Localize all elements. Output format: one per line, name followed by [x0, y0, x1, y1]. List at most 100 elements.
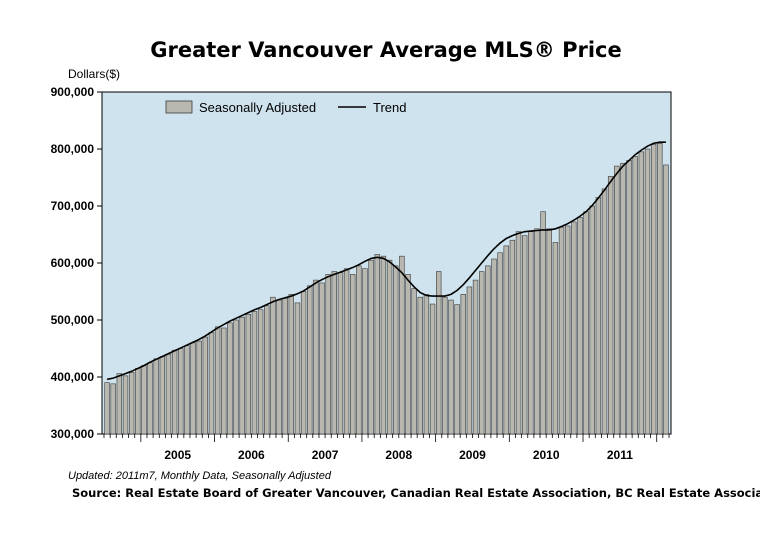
bar-month-75 — [564, 225, 571, 435]
bar-month-67 — [515, 231, 522, 435]
bar-month-8 — [153, 358, 159, 435]
bar-month-36 — [325, 274, 331, 435]
bar-month-55 — [442, 296, 448, 435]
y-tick-label: 800,000 — [51, 142, 95, 156]
x-axis: 2005 2006 2007 2008 2009 2010 2011 — [103, 434, 670, 462]
y-tick-label: 900,000 — [51, 85, 95, 99]
y-axis: 300,000 400,000 500,000 600,000 700,000 800,0… — [51, 85, 102, 441]
bar-month-59 — [466, 286, 473, 435]
bar-month-39 — [343, 268, 350, 435]
bar-month-91 — [663, 164, 669, 435]
bar-month-56 — [448, 299, 454, 435]
bar-month-57 — [454, 304, 460, 435]
legend-label-trend: Trend — [373, 100, 406, 115]
bar-month-44 — [374, 254, 380, 435]
trend-line — [106, 141, 666, 381]
y-tick-label: 300,000 — [51, 427, 95, 441]
bar-month-85 — [626, 160, 632, 435]
bar-month-83 — [614, 165, 620, 435]
bar-month-63 — [491, 258, 497, 435]
bar-month-61 — [478, 271, 485, 435]
bar-month-5 — [135, 368, 141, 435]
x-year-label: 2006 — [238, 448, 265, 462]
bar-month-90 — [657, 143, 663, 435]
bar-month-22 — [239, 316, 245, 435]
bar-month-6 — [141, 365, 147, 435]
bar-month-50 — [411, 288, 417, 435]
bar-month-3 — [122, 375, 129, 435]
bar-month-23 — [245, 313, 252, 435]
bar-month-35 — [319, 282, 325, 435]
bar-month-78 — [583, 211, 589, 435]
bar-month-43 — [368, 259, 374, 435]
bar-month-2 — [116, 373, 123, 435]
legend: Seasonally Adjusted Trend — [165, 100, 406, 115]
bar-month-29 — [282, 298, 288, 435]
bar-month-7 — [147, 362, 153, 435]
bar-month-15 — [196, 340, 202, 435]
y-tick-label: 400,000 — [51, 370, 95, 384]
bar-month-81 — [601, 188, 608, 435]
bar-month-76 — [571, 221, 577, 435]
bar-month-16 — [202, 336, 209, 435]
bar-month-12 — [178, 348, 184, 435]
bar-month-53 — [429, 303, 436, 435]
y-tick-label: 500,000 — [51, 313, 95, 327]
bar-month-82 — [607, 176, 614, 435]
x-year-label: 2008 — [385, 448, 412, 462]
bar-month-68 — [521, 235, 528, 435]
bar-month-60 — [472, 279, 479, 435]
bar-month-21 — [233, 319, 239, 435]
bar-month-72 — [546, 228, 552, 435]
legend-swatch-seasonally-adjusted — [165, 100, 193, 114]
x-year-label: 2011 — [607, 448, 633, 462]
bar-month-34 — [313, 279, 319, 435]
bar-month-51 — [417, 296, 423, 435]
bar-month-64 — [497, 252, 503, 435]
bar-month-0 — [104, 382, 110, 435]
legend-label-seasonally-adjusted: Seasonally Adjusted — [199, 100, 316, 115]
bar-month-45 — [380, 255, 387, 435]
bar-month-11 — [171, 349, 178, 435]
bar-month-13 — [184, 345, 190, 435]
x-year-label: 2010 — [533, 448, 560, 462]
bar-month-19 — [221, 327, 227, 435]
bar-month-47 — [393, 265, 399, 435]
bar-month-48 — [399, 255, 405, 435]
y-tick-label: 700,000 — [51, 199, 95, 213]
bar-month-24 — [251, 311, 258, 435]
bar-month-41 — [356, 265, 362, 435]
bar-month-9 — [159, 356, 166, 435]
bar-month-32 — [300, 291, 307, 435]
bar-month-10 — [165, 353, 172, 435]
bar-month-66 — [509, 239, 516, 435]
bar-month-26 — [264, 305, 270, 435]
y-axis-unit-label: Dollars($) — [68, 67, 120, 81]
bar-month-65 — [503, 245, 509, 435]
bar-month-79 — [589, 205, 595, 435]
x-year-label: 2007 — [312, 448, 339, 462]
chart-title: Greater Vancouver Average MLS® Price — [150, 38, 622, 62]
bar-month-1 — [110, 383, 116, 435]
bar-month-86 — [632, 156, 638, 435]
bar-month-52 — [423, 294, 430, 435]
bar-month-89 — [650, 144, 657, 435]
bar-month-25 — [257, 309, 264, 435]
x-year-label: 2009 — [459, 448, 486, 462]
bar-month-30 — [288, 294, 295, 435]
bar-month-87 — [638, 151, 645, 435]
bar-month-62 — [485, 265, 491, 435]
bar-month-37 — [331, 271, 337, 435]
bar-month-58 — [460, 294, 466, 435]
bar-month-77 — [577, 217, 583, 435]
bar-month-70 — [534, 228, 540, 435]
bar-month-88 — [644, 148, 651, 435]
bar-month-4 — [128, 372, 135, 435]
bar-month-33 — [307, 285, 313, 435]
bar-month-80 — [595, 197, 602, 435]
footnote: Updated: 2011m7, Monthly Data, Seasonall… — [68, 470, 332, 482]
bar-month-17 — [208, 332, 215, 435]
bar-month-31 — [294, 302, 301, 435]
bar-month-74 — [558, 226, 565, 435]
